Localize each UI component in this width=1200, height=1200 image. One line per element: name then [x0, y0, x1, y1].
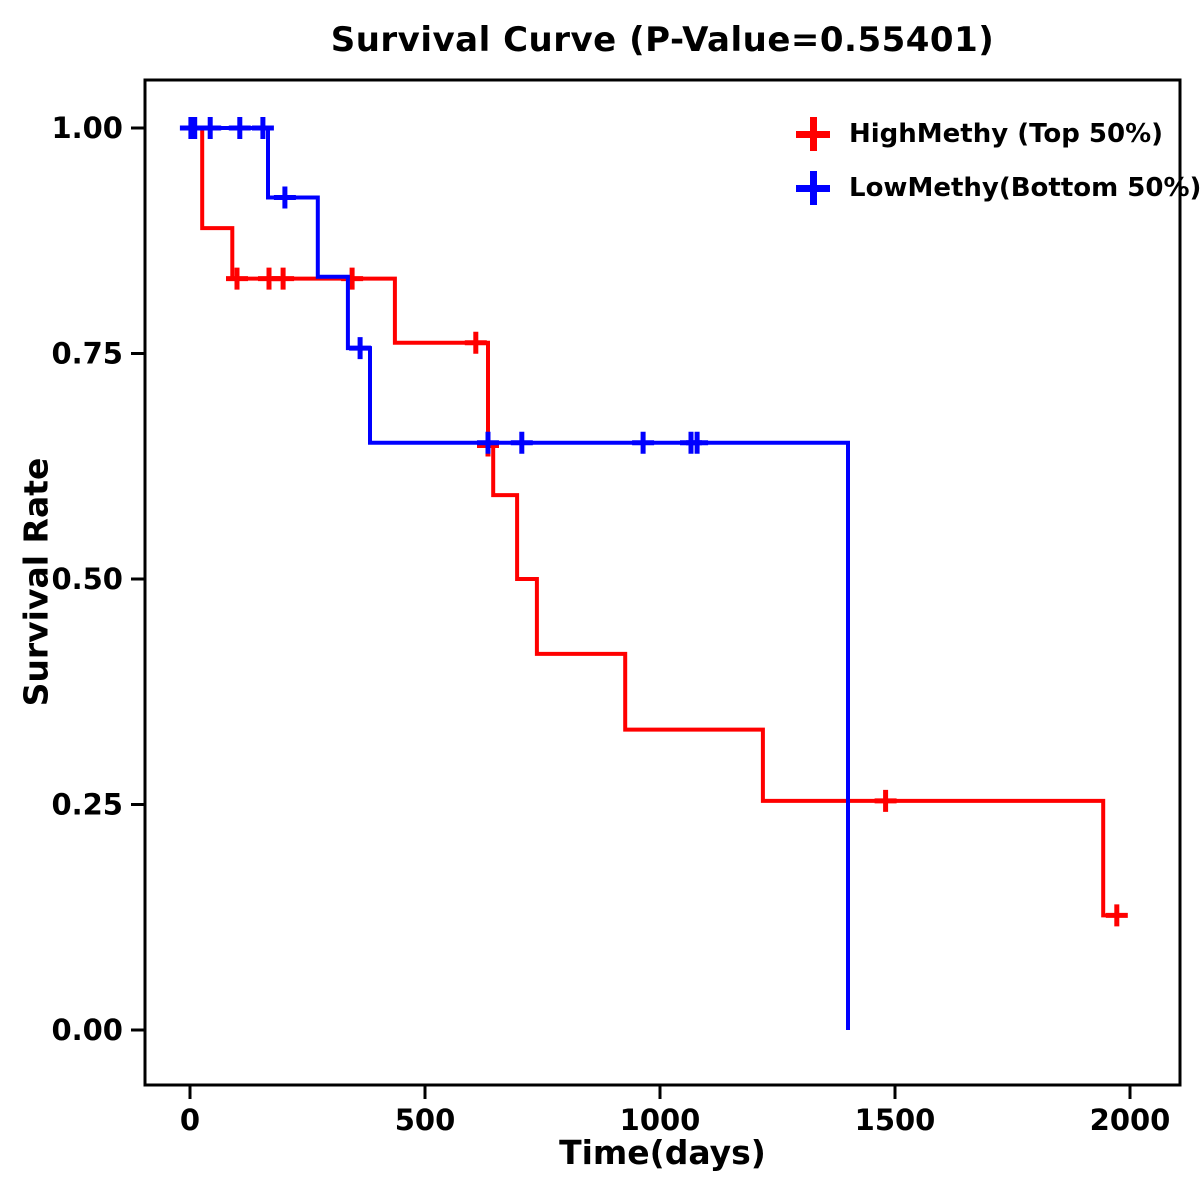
- censor-marker-lowmethy: [632, 431, 655, 454]
- y-tick-label: 1.00: [51, 111, 123, 145]
- x-tick-label: 1500: [855, 1103, 936, 1137]
- censor-marker-lowmethy: [199, 117, 222, 139]
- y-tick-label: 0.50: [51, 562, 123, 596]
- plus-marker-icon: [795, 170, 831, 206]
- censor-marker-lowmethy: [349, 337, 372, 360]
- censor-marker-lowmethy: [510, 431, 533, 454]
- legend-label-lowmethy: LowMethy(Bottom 50%): [849, 173, 1200, 203]
- x-tick-label: 1000: [620, 1103, 701, 1137]
- censor-marker-lowmethy: [686, 431, 709, 454]
- x-tick-label: 0: [180, 1103, 200, 1137]
- survival-curve-highmethy: [190, 126, 1126, 918]
- censor-marker-lowmethy: [228, 117, 251, 139]
- censor-marker-highmethy: [1105, 904, 1128, 927]
- legend: HighMethy (Top 50%) LowMethy(Bottom 50%): [795, 114, 1200, 208]
- x-axis-label: Time(days): [559, 1133, 766, 1172]
- legend-label-highmethy: HighMethy (Top 50%): [849, 119, 1164, 149]
- y-axis-label: Survival Rate: [16, 457, 56, 707]
- legend-item-lowmethy: LowMethy(Bottom 50%): [795, 168, 1200, 208]
- censor-marker-highmethy: [874, 789, 897, 812]
- plus-marker-icon: [795, 116, 831, 152]
- censor-marker-highmethy: [226, 267, 248, 290]
- censor-marker-lowmethy: [251, 117, 274, 139]
- y-tick-label: 0.25: [51, 788, 123, 822]
- y-tick-label: 0.00: [51, 1013, 123, 1047]
- chart-title: Survival Curve (P-Value=0.55401): [330, 20, 995, 60]
- legend-item-highmethy: HighMethy (Top 50%): [795, 114, 1200, 154]
- x-tick-label: 500: [395, 1103, 456, 1137]
- plot-frame: [143, 78, 1182, 1087]
- censor-marker-highmethy: [272, 267, 295, 290]
- y-tick-label: 0.75: [51, 337, 123, 371]
- censor-marker-lowmethy: [477, 431, 499, 454]
- censor-marker-highmethy: [464, 331, 487, 354]
- censor-marker-lowmethy: [273, 186, 296, 209]
- x-tick-label: 2000: [1090, 1103, 1171, 1137]
